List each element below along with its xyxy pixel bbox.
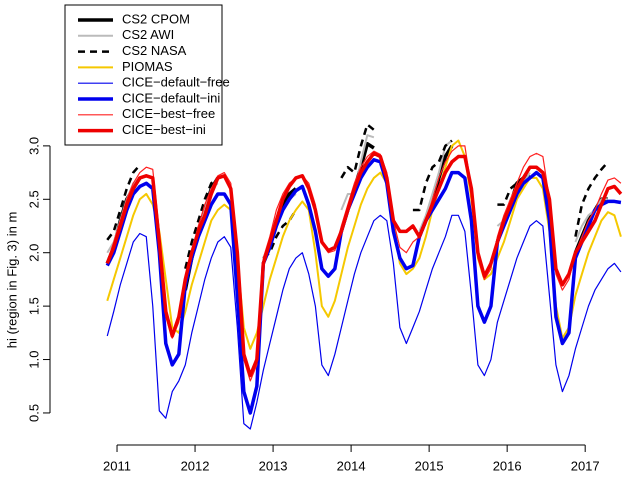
- series-line: [106, 123, 609, 270]
- x-tick-label: 2015: [415, 458, 444, 473]
- y-tick-label: 0.5: [26, 404, 41, 422]
- legend-label: CICE−best−free: [122, 106, 215, 121]
- legend-label: PIOMAS: [122, 59, 173, 74]
- x-tick-label: 2016: [493, 458, 522, 473]
- legend-label: CS2 AWI: [122, 27, 174, 42]
- series-line: [106, 139, 622, 350]
- legend-label: CICE−best−ini: [122, 122, 206, 137]
- x-tick-label: 2017: [571, 458, 600, 473]
- y-tick-label: 1.5: [26, 297, 41, 315]
- legend-label: CS2 NASA: [122, 43, 187, 58]
- x-tick-label: 2012: [181, 458, 210, 473]
- x-tick-label: 2014: [337, 458, 366, 473]
- legend-box: [64, 4, 223, 146]
- legend-label: CS2 CPOM: [122, 11, 190, 26]
- x-tick-label: 2011: [103, 458, 131, 473]
- y-axis-label: hi (region in Fig. 3) in m: [4, 212, 19, 349]
- x-tick-label: 2013: [259, 458, 288, 473]
- legend-label: CICE−default−ini: [122, 90, 220, 105]
- legend-label: CICE−default−free: [122, 75, 230, 90]
- y-tick-label: 2.5: [26, 190, 41, 208]
- plot-area: 0.5 1.0 1.5 2.0 2.5 3.0 2011 2012 2013 2014 2015 20…: [26, 123, 623, 473]
- series-line: [106, 214, 622, 430]
- y-tick-label: 1.0: [26, 350, 41, 368]
- y-tick-label: 3.0: [26, 137, 41, 155]
- y-tick-label: 2.0: [26, 244, 41, 262]
- series-line: [105, 151, 623, 378]
